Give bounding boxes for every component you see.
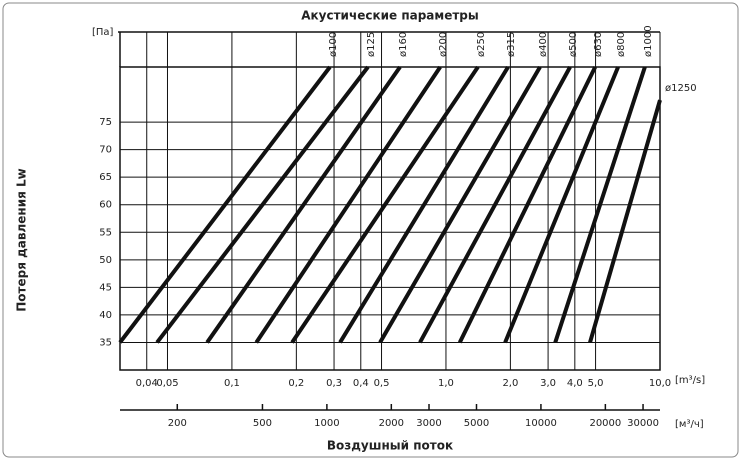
series-line (205, 65, 402, 344)
series-line (457, 66, 597, 344)
y-tick-label: 75 (99, 117, 112, 128)
x2-unit: [м³/ч] (675, 419, 704, 430)
series-label: ø1000 (643, 25, 654, 57)
y-tick-label: 45 (99, 282, 112, 293)
series-line (588, 99, 662, 344)
series-line (553, 66, 647, 344)
y-tick-label: 60 (99, 200, 112, 211)
x-tick-label: 0,05 (156, 378, 178, 389)
x-tick-label: 10,0 (649, 378, 671, 389)
x-tick-label: 0,5 (374, 378, 390, 389)
x-tick-label: 5,0 (588, 378, 604, 389)
series-line (290, 65, 480, 344)
x2-tick-label: 10000 (525, 418, 557, 429)
series-line (118, 65, 332, 344)
x2-tick-label: 2000 (379, 418, 404, 429)
x-tick-label: 0,3 (326, 378, 342, 389)
x-tick-label: 4,0 (567, 378, 583, 389)
x-tick-label: 0,4 (353, 378, 369, 389)
series-label: ø630 (593, 32, 604, 57)
series-label: ø315 (506, 32, 517, 57)
series-line (378, 65, 542, 344)
series-line (338, 65, 510, 344)
series-label: ø250 (476, 32, 487, 57)
series-label: ø100 (328, 32, 339, 57)
series-line (503, 66, 620, 344)
series-label: ø1250 (665, 83, 697, 94)
x-tick-label: 3,0 (540, 378, 556, 389)
series-label: ø500 (568, 32, 579, 57)
x2-tick-label: 3000 (416, 418, 441, 429)
chart-title: Акустические параметры (301, 9, 479, 23)
y-tick-label: 65 (99, 172, 112, 183)
x2-tick-label: 30000 (627, 418, 659, 429)
x-axis-title: Воздушный поток (327, 439, 453, 453)
y-tick-label: 55 (99, 227, 112, 238)
series-line (254, 65, 442, 344)
x2-tick-label: 500 (253, 418, 272, 429)
series-label: ø200 (438, 32, 449, 57)
x-tick-label: 0,04 (136, 378, 158, 389)
x-unit: [m³/s] (675, 375, 705, 386)
x2-tick-label: 1000 (314, 418, 339, 429)
x-tick-label: 0,1 (224, 378, 240, 389)
series-line (418, 66, 572, 344)
y-unit: [Па] (92, 27, 114, 38)
x2-tick-label: 20000 (589, 418, 621, 429)
y-tick-label: 50 (99, 255, 112, 266)
y-axis-title: Потеря давления Lw (15, 168, 29, 311)
x-tick-label: 2,0 (502, 378, 518, 389)
series-label: ø400 (538, 32, 549, 57)
series-label: ø125 (366, 32, 377, 57)
x2-tick-label: 5000 (464, 418, 489, 429)
series-line (155, 65, 370, 344)
y-tick-label: 40 (99, 310, 112, 321)
x-tick-label: 0,2 (288, 378, 304, 389)
y-tick-label: 35 (99, 337, 112, 348)
y-tick-label: 70 (99, 145, 112, 156)
x2-tick-label: 200 (168, 418, 187, 429)
x-tick-label: 1,0 (438, 378, 454, 389)
series-label: ø800 (616, 32, 627, 57)
series-label: ø160 (398, 32, 409, 57)
